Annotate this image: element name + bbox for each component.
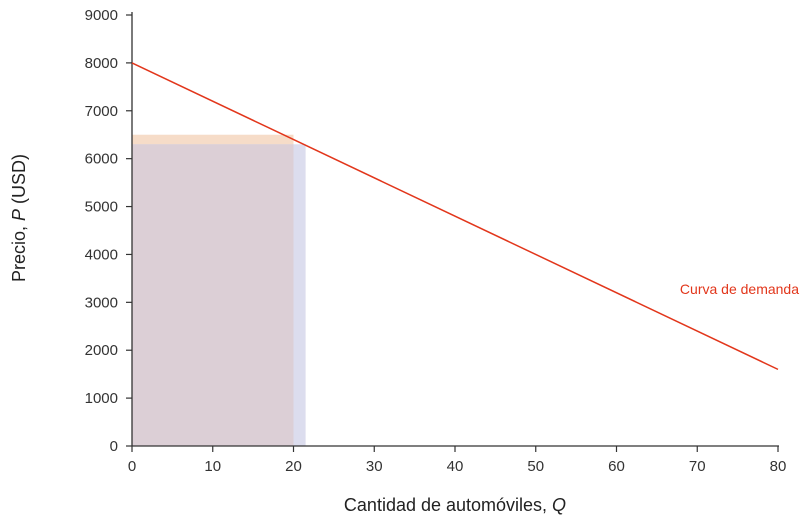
revenue-rectangles xyxy=(132,134,306,447)
y-tick-label: 6000 xyxy=(85,151,118,168)
x-tick-label: 0 xyxy=(128,458,136,475)
series xyxy=(131,62,779,371)
x-tick-label: 10 xyxy=(204,458,221,475)
revenue-rect-2 xyxy=(132,144,294,447)
y-tick-label: 4000 xyxy=(85,246,118,263)
x-tick-label: 80 xyxy=(770,458,787,475)
y-ticks: 0 1000 2000 3000 4000 5000 6000 7000 8000 9000 xyxy=(85,7,132,455)
demand-curve-line xyxy=(131,62,779,371)
y-tick-label: 2000 xyxy=(85,342,118,359)
x-tick-label: 30 xyxy=(366,458,383,475)
demand-curve-label: Curva de demanda xyxy=(680,281,799,297)
x-tick-label: 20 xyxy=(285,458,302,475)
x-axis-title: Cantidad de automóviles, Q xyxy=(344,495,566,515)
x-tick-label: 50 xyxy=(527,458,544,475)
y-tick-label: 5000 xyxy=(85,199,118,216)
x-tick-label: 60 xyxy=(608,458,625,475)
y-tick-label: 9000 xyxy=(85,7,118,24)
x-tick-label: 40 xyxy=(447,458,464,475)
y-tick-label: 3000 xyxy=(85,294,118,311)
y-axis-title: Precio, P (USD) xyxy=(9,154,29,282)
x-ticks: 0 10 20 30 40 50 60 70 80 xyxy=(128,446,787,475)
y-tick-label: 7000 xyxy=(85,103,118,120)
y-tick-label: 8000 xyxy=(85,55,118,72)
y-tick-label: 0 xyxy=(110,438,118,455)
y-tick-label: 1000 xyxy=(85,390,118,407)
x-tick-label: 70 xyxy=(689,458,706,475)
